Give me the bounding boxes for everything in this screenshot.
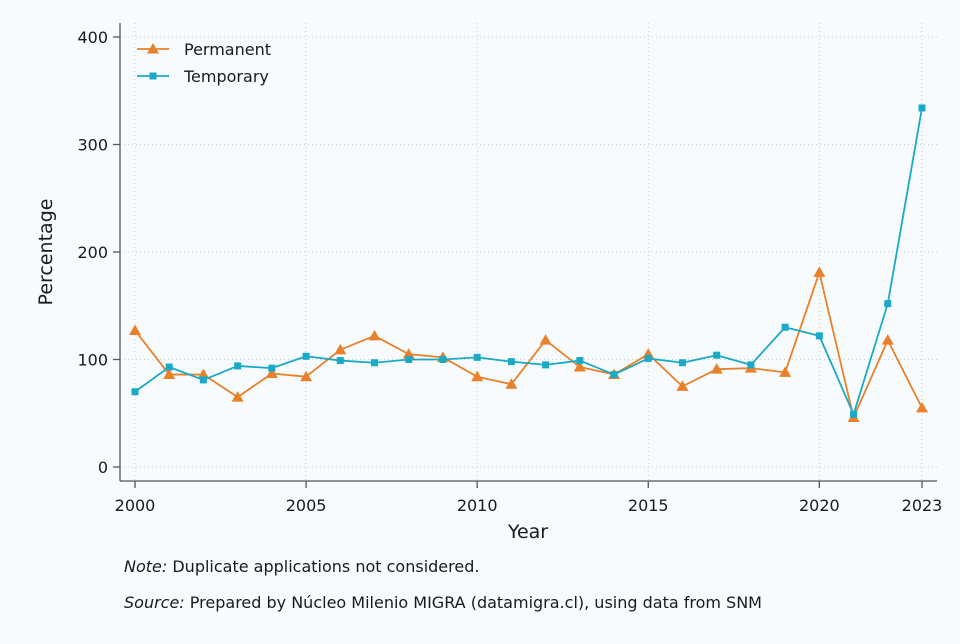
x-tick-label: 2020 <box>799 496 840 515</box>
series-permanent <box>129 266 928 423</box>
data-point-triangle <box>231 391 244 402</box>
y-tick-label: 100 <box>77 351 108 370</box>
y-axis-title: Percentage <box>35 199 57 306</box>
data-point-square <box>131 388 139 396</box>
y-tick-label: 300 <box>77 136 108 155</box>
data-point-square <box>918 104 926 112</box>
data-point-triangle <box>573 361 586 372</box>
data-point-square <box>781 323 789 331</box>
data-point-square <box>507 358 515 366</box>
source-label: Source: <box>124 593 185 612</box>
data-point-triangle <box>779 366 792 377</box>
data-point-square <box>149 72 157 80</box>
legend-entry-temporary: Temporary <box>137 67 269 86</box>
data-point-triangle <box>334 343 347 355</box>
data-point-square <box>815 332 823 340</box>
data-point-triangle <box>129 324 141 335</box>
data-point-triangle <box>813 266 826 277</box>
source-line: Source: Prepared by Núcleo Milenio MIGRA… <box>124 593 762 612</box>
data-point-triangle <box>539 334 552 345</box>
data-point-square <box>405 356 413 363</box>
data-point-square <box>644 354 652 362</box>
data-point-triangle <box>300 370 313 382</box>
data-point-triangle <box>471 370 484 382</box>
data-point-triangle <box>881 334 894 345</box>
data-point-square <box>678 359 686 367</box>
data-point-triangle <box>265 367 278 378</box>
data-point-triangle <box>147 43 159 54</box>
data-point-triangle <box>505 378 518 389</box>
data-point-square <box>302 352 310 360</box>
x-tick-label: 2023 <box>902 496 943 515</box>
data-point-triangle <box>710 363 723 374</box>
data-point-square <box>576 357 584 365</box>
x-axis-title: Year <box>507 521 548 543</box>
y-tick-label: 400 <box>77 28 108 47</box>
source-text: Prepared by Núcleo Milenio MIGRA (datami… <box>184 593 762 612</box>
data-point-square <box>439 356 447 363</box>
data-point-square <box>199 376 207 384</box>
note-line: Note: Duplicate applications not conside… <box>124 557 479 576</box>
y-tick-label: 200 <box>77 243 108 262</box>
grid <box>120 23 937 481</box>
data-point-square <box>884 300 892 308</box>
series-line <box>134 107 923 416</box>
data-point-square <box>850 410 858 418</box>
data-point-square <box>713 351 721 359</box>
data-point-square <box>371 359 379 367</box>
data-point-square <box>542 361 550 369</box>
series <box>129 104 928 423</box>
data-point-triangle <box>368 329 381 341</box>
data-point-square <box>336 357 344 365</box>
series-temporary <box>131 104 926 418</box>
x-tick-label: 2005 <box>286 496 327 515</box>
data-point-square <box>268 364 276 372</box>
x-tick-label: 2010 <box>457 496 498 515</box>
legend-entry-permanent: Permanent <box>137 40 271 59</box>
data-point-triangle <box>163 368 176 380</box>
data-point-square <box>747 361 755 369</box>
data-point-square <box>473 353 481 361</box>
note-label: Note: <box>124 557 168 576</box>
note-text: Duplicate applications not considered. <box>167 557 480 576</box>
data-point-square <box>165 363 173 371</box>
data-point-triangle <box>916 401 928 413</box>
legend-label: Temporary <box>183 67 269 86</box>
series-line <box>134 271 923 419</box>
x-tick-label: 2000 <box>115 496 156 515</box>
legend-label: Permanent <box>184 40 271 59</box>
y-tick-label: 0 <box>98 458 108 477</box>
axes: 0 100 200 300 400 2000 2005 2010 2015 2020 2023 <box>77 23 942 515</box>
data-point-square <box>234 362 242 370</box>
legend: Permanent Temporary <box>137 40 271 86</box>
x-tick-label: 2015 <box>628 496 669 515</box>
data-point-square <box>610 371 618 379</box>
data-point-triangle <box>676 380 689 391</box>
